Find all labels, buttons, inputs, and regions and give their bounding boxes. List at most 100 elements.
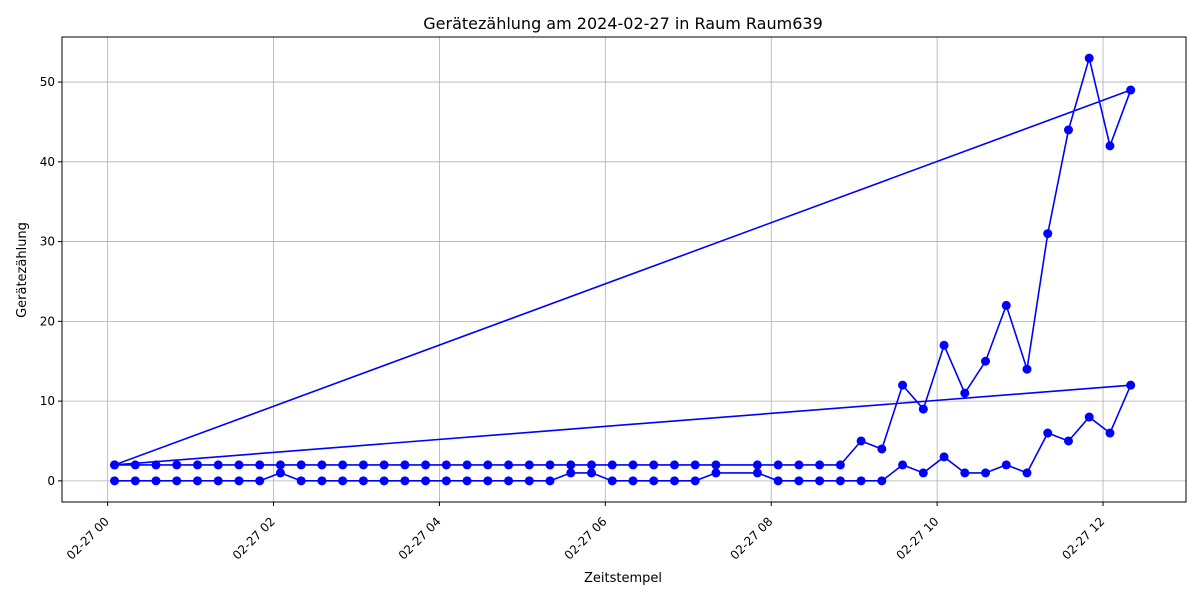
data-point <box>960 468 970 478</box>
chart-title: Gerätezählung am 2024-02-27 in Raum Raum… <box>423 14 823 33</box>
data-point <box>483 476 493 486</box>
plot-frame <box>61 36 1187 503</box>
data-point <box>690 460 700 470</box>
y-tick-label: 40 <box>40 155 55 169</box>
data-point <box>1084 412 1094 422</box>
data-point <box>918 468 928 478</box>
data-point <box>524 460 534 470</box>
data-point <box>1063 125 1073 135</box>
data-point <box>794 460 804 470</box>
series-markers <box>110 53 1136 486</box>
data-point <box>918 404 928 414</box>
data-point <box>1022 364 1032 374</box>
data-point <box>421 460 431 470</box>
data-point <box>110 476 120 486</box>
data-point <box>400 476 410 486</box>
data-point <box>110 460 120 470</box>
data-point <box>1126 85 1136 95</box>
data-point <box>960 388 970 398</box>
data-point <box>607 476 617 486</box>
x-tick-label: 02-27 00 <box>64 514 112 562</box>
data-point <box>172 476 182 486</box>
data-point <box>877 444 887 454</box>
data-point <box>898 380 908 390</box>
data-point <box>1022 468 1032 478</box>
x-tick-label: 02-27 02 <box>230 514 278 562</box>
data-point <box>815 476 825 486</box>
data-point <box>981 468 991 478</box>
data-point <box>690 476 700 486</box>
data-point <box>483 460 493 470</box>
data-point <box>379 476 389 486</box>
data-point <box>835 476 845 486</box>
data-point <box>1105 141 1115 151</box>
data-point <box>752 460 762 470</box>
data-point <box>338 476 348 486</box>
data-point <box>1043 428 1053 438</box>
data-point <box>1084 53 1094 63</box>
data-point <box>669 460 679 470</box>
data-point <box>939 340 949 350</box>
data-point <box>835 460 845 470</box>
y-axis-ticks: 0 10 20 30 40 50 <box>40 75 62 488</box>
data-point <box>649 476 659 486</box>
data-point <box>234 476 244 486</box>
data-point <box>462 476 472 486</box>
data-point <box>587 468 597 478</box>
data-point <box>566 468 576 478</box>
data-point <box>856 436 866 446</box>
data-point <box>898 460 908 470</box>
data-point <box>711 468 721 478</box>
data-point <box>379 460 389 470</box>
x-tick-label: 02-27 12 <box>1059 514 1107 562</box>
data-point <box>275 468 285 478</box>
data-point <box>255 460 265 470</box>
data-point <box>172 460 182 470</box>
data-point <box>255 476 265 486</box>
data-point <box>669 476 679 486</box>
data-point <box>794 476 804 486</box>
data-point <box>421 476 431 486</box>
x-tick-label: 02-27 08 <box>728 514 776 562</box>
data-point <box>213 460 223 470</box>
data-point <box>441 460 451 470</box>
data-point <box>711 460 721 470</box>
data-point <box>773 460 783 470</box>
y-tick-label: 30 <box>40 235 55 249</box>
data-point <box>462 460 472 470</box>
data-point <box>1001 300 1011 310</box>
x-axis-ticks: 02-27 00 02-27 02 02-27 04 02-27 06 02-27 08… <box>64 502 1107 562</box>
x-tick-label: 02-27 06 <box>562 514 610 562</box>
x-tick-label: 02-27 10 <box>893 514 941 562</box>
data-point <box>607 460 617 470</box>
x-tick-label: 02-27 04 <box>396 514 444 562</box>
y-tick-label: 10 <box>40 394 55 408</box>
data-point <box>213 476 223 486</box>
x-axis-label: Zeitstempel <box>584 571 662 586</box>
data-point <box>545 476 555 486</box>
data-point <box>773 476 783 486</box>
series-line <box>113 57 1132 482</box>
data-point <box>587 460 597 470</box>
data-point <box>338 460 348 470</box>
data-point <box>815 460 825 470</box>
data-point <box>130 476 140 486</box>
data-point <box>151 476 161 486</box>
data-point <box>566 460 576 470</box>
y-axis-label: Gerätezählung <box>15 222 30 318</box>
data-point <box>317 460 327 470</box>
series-path <box>113 57 1132 482</box>
data-point <box>628 460 638 470</box>
data-point <box>1126 380 1136 390</box>
data-point <box>504 476 514 486</box>
data-point <box>296 476 306 486</box>
y-tick-label: 20 <box>40 314 55 328</box>
data-point <box>524 476 534 486</box>
y-tick-label: 0 <box>47 474 55 488</box>
data-point <box>130 460 140 470</box>
data-point <box>856 476 866 486</box>
data-point <box>1001 460 1011 470</box>
data-point <box>400 460 410 470</box>
data-point <box>877 476 887 486</box>
